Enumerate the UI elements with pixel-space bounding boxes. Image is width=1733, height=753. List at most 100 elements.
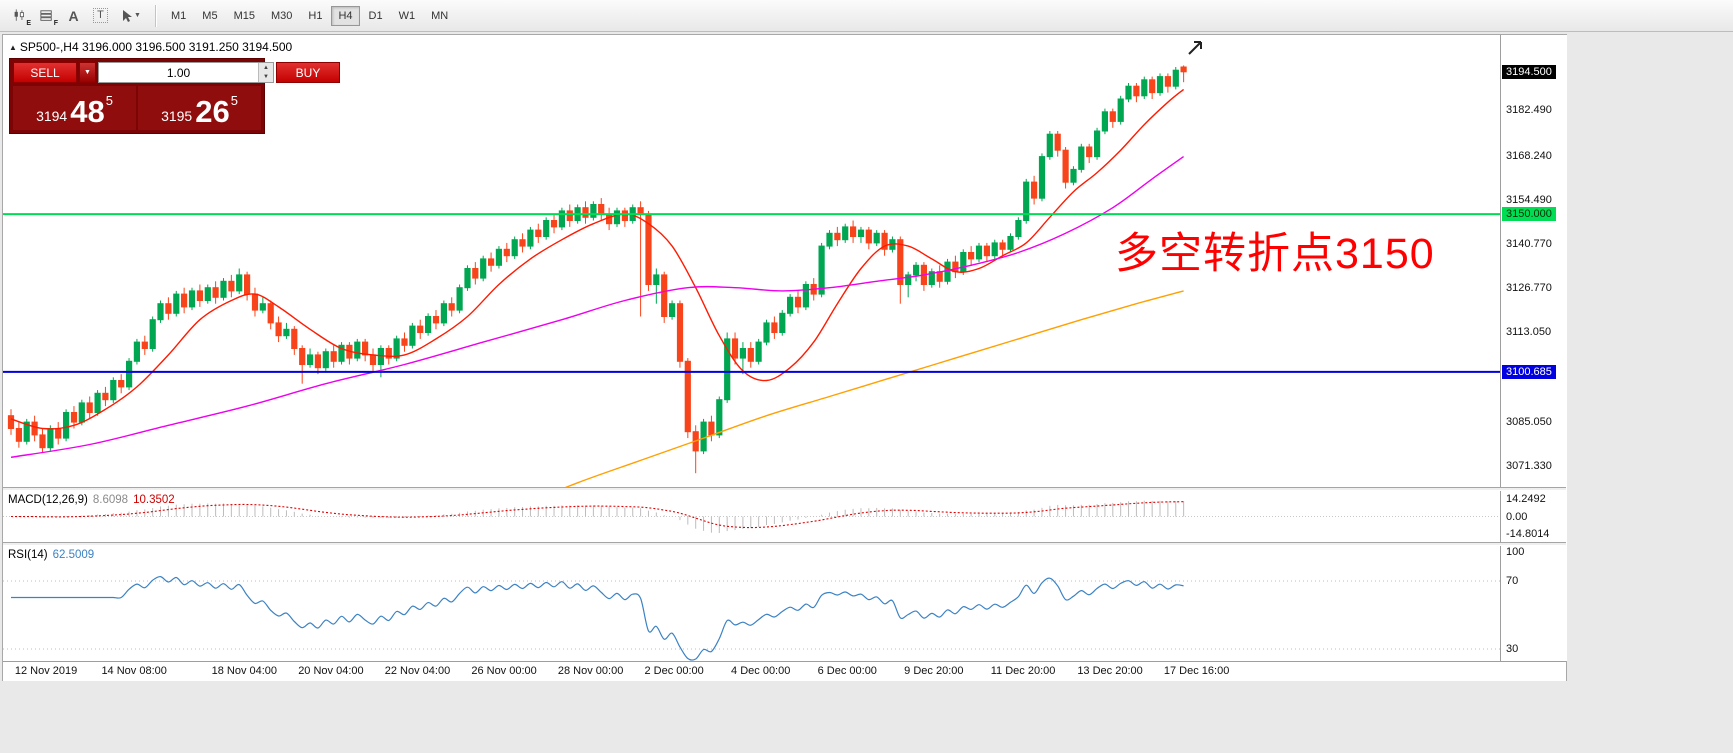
rsi-label: RSI(14) 62.5009 <box>8 549 95 561</box>
ask-integer: 3195 <box>161 108 193 124</box>
macd-main-value: 8.6098 <box>92 494 129 506</box>
time-axis-label: 26 Nov 00:00 <box>471 665 537 677</box>
bid-decimal: 48 <box>70 94 105 129</box>
text-box-tool-button[interactable]: T <box>87 4 114 28</box>
macd-axis-label: 0.00 <box>1506 510 1528 523</box>
timeframe-group: M1 M5 M15 M30 H1 H4 D1 W1 MN <box>163 5 456 26</box>
ask-price-display[interactable]: 3195 26 5 <box>138 86 261 130</box>
price-chart-canvas[interactable] <box>3 35 1500 487</box>
indicator-list-icon <box>40 9 52 21</box>
symbol-timeframe-label: SP500-,H4 <box>19 40 79 54</box>
timeframe-h1-button[interactable]: H1 <box>301 6 329 26</box>
time-axis-label: 13 Dec 20:00 <box>1077 665 1143 677</box>
hline-price-badge: 3100.685 <box>1502 364 1556 379</box>
price-axis-label: 3071.330 <box>1506 459 1552 472</box>
volume-spin-up-button[interactable]: ▲ <box>259 63 273 73</box>
price-scale[interactable]: 3182.490 3168.240 3154.490 3140.770 3126.770… <box>1500 35 1567 661</box>
rsi-axis-label: 30 <box>1506 643 1519 655</box>
bid-price-display[interactable]: 3194 48 5 <box>13 86 136 130</box>
macd-axis-label: 14.2492 <box>1506 493 1546 506</box>
macd-signal-value: 10.3502 <box>133 494 175 506</box>
one-click-trade-panel: SELL ▼ ▲ ▼ BUY 3194 48 5 <box>9 58 340 134</box>
time-axis-label: 6 Dec 00:00 <box>817 665 877 677</box>
time-axis-label: 11 Dec 20:00 <box>990 665 1056 677</box>
price-axis-label: 3085.050 <box>1506 415 1552 428</box>
price-axis-label: 3140.770 <box>1506 237 1552 250</box>
time-axis-label: 17 Dec 16:00 <box>1163 665 1230 677</box>
sell-button[interactable]: SELL <box>13 62 77 83</box>
time-axis-label: 20 Nov 04:00 <box>298 665 364 677</box>
cursor-arrow-icon <box>123 9 133 22</box>
ma-mid-line <box>10 156 1185 458</box>
chart-shift-marker-icon <box>1188 41 1202 55</box>
price-axis-label: 3154.490 <box>1506 193 1552 206</box>
time-axis-label: 18 Nov 04:00 <box>211 665 278 677</box>
panel-divider[interactable] <box>3 542 1566 546</box>
price-axis-label: 3168.240 <box>1506 149 1552 162</box>
price-axis-label: 3113.050 <box>1506 326 1552 339</box>
timeframe-m15-button[interactable]: M15 <box>227 6 262 26</box>
panel-divider[interactable] <box>3 487 1566 491</box>
timeframe-w1-button[interactable]: W1 <box>392 6 423 26</box>
candlestick-chart-tool-button[interactable]: E <box>6 4 33 28</box>
ohlc-values: 3196.000 3196.500 3191.250 3194.500 <box>81 40 293 54</box>
macd-panel: MACD(12,26,9) 8.6098 10.3502 <box>3 491 1500 542</box>
bid-integer: 3194 <box>36 108 68 124</box>
macd-label: MACD(12,26,9) 8.6098 10.3502 <box>8 494 175 506</box>
timeframe-m30-button[interactable]: M30 <box>264 6 299 26</box>
cursor-tool-button[interactable]: ▼ <box>114 4 148 28</box>
price-axis-label: 3126.770 <box>1506 282 1552 295</box>
letter-a-icon: A <box>68 7 79 24</box>
hline-price-badge: 3150.000 <box>1502 207 1556 222</box>
toolbar-separator <box>155 4 156 27</box>
text-annotation-tool-button[interactable]: A <box>60 4 87 28</box>
time-axis-label: 4 Dec 00:00 <box>731 665 791 677</box>
ask-pip-fraction: 5 <box>230 93 238 108</box>
order-type-dropdown[interactable]: ▼ <box>79 62 96 83</box>
rsi-canvas[interactable] <box>3 546 1500 661</box>
volume-spin-down-button[interactable]: ▼ <box>259 72 273 82</box>
ma-fast-line <box>10 88 1185 430</box>
macd-canvas[interactable] <box>3 491 1500 542</box>
indicator-list-tool-button[interactable]: F <box>33 4 60 28</box>
letter-t-icon: T <box>93 8 108 23</box>
current-price-badge: 3194.500 <box>1502 64 1556 79</box>
rsi-value: 62.5009 <box>52 549 95 561</box>
time-axis-label: 14 Nov 08:00 <box>101 665 167 677</box>
ma-slow-line <box>564 290 1184 487</box>
ask-decimal: 26 <box>195 94 230 129</box>
tool-sub-letter: F <box>53 19 58 27</box>
chart-annotation-text: 多空转折点3150 <box>1115 230 1435 278</box>
time-axis-label: 2 Dec 00:00 <box>644 665 704 677</box>
time-axis-label: 12 Nov 2019 <box>14 665 78 677</box>
chart-window: ▲ SP500-,H4 3196.000 3196.500 3191.250 31… <box>2 34 1567 681</box>
timeframe-m1-button[interactable]: M1 <box>164 6 193 26</box>
timeframe-h4-button[interactable]: H4 <box>331 5 360 26</box>
volume-input[interactable] <box>99 63 258 82</box>
workspace: ▲ SP500-,H4 3196.000 3196.500 3191.250 31… <box>0 32 1733 753</box>
timeframe-d1-button[interactable]: D1 <box>362 6 390 26</box>
chevron-down-icon: ▼ <box>134 12 141 19</box>
buy-button[interactable]: BUY <box>276 62 340 83</box>
timeframe-m5-button[interactable]: M5 <box>195 6 224 26</box>
oneclick-panel-toggle-icon[interactable]: ▲ <box>9 43 17 52</box>
price-axis-label: 3182.490 <box>1506 104 1552 117</box>
macd-signal-line <box>10 501 1184 529</box>
time-axis[interactable]: 12 Nov 2019 14 Nov 08:00 18 Nov 04:00 20 No… <box>3 661 1566 681</box>
bid-pip-fraction: 5 <box>105 93 113 108</box>
time-axis-label: 9 Dec 20:00 <box>904 665 964 677</box>
rsi-panel: RSI(14) 62.5009 <box>3 546 1500 661</box>
chevron-down-icon: ▼ <box>84 69 91 76</box>
rsi-line <box>11 575 1184 661</box>
candlestick-icon <box>14 9 24 21</box>
volume-spinner: ▲ ▼ <box>258 63 273 82</box>
toolbar: E F A T ▼ M1 M5 M15 M30 H1 H4 D1 W1 MN <box>0 0 1733 32</box>
price-panel: ▲ SP500-,H4 3196.000 3196.500 3191.250 31… <box>3 35 1500 487</box>
time-axis-label: 22 Nov 04:00 <box>384 665 451 677</box>
timeframe-mn-button[interactable]: MN <box>424 6 455 26</box>
chart-title: ▲ SP500-,H4 3196.000 3196.500 3191.250 31… <box>9 40 292 54</box>
tool-sub-letter: E <box>26 19 31 27</box>
volume-box: ▲ ▼ <box>98 62 274 83</box>
time-axis-label: 28 Nov 00:00 <box>557 665 624 677</box>
rsi-axis-label: 70 <box>1506 575 1519 587</box>
